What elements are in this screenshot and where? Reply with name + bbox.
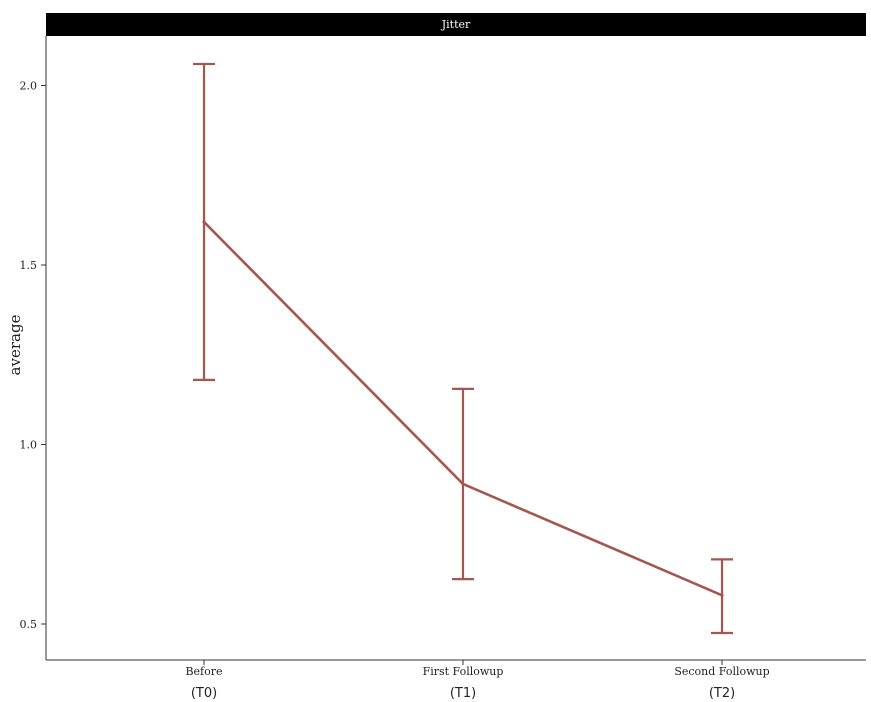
y-tick-label: 2.0 [20,80,38,93]
series-lines [202,220,724,597]
error-bars [193,62,733,635]
panel-strip [46,13,866,36]
panel-title: Jitter [441,18,471,31]
x-tick-code: (T2) [709,686,735,701]
x-axis-ticks: Before (T0) First Followup (T1) Second Follo… [185,660,770,701]
data-point [202,220,206,224]
x-tick-code: (T1) [450,686,476,701]
y-axis-title: average [6,314,24,375]
data-point [461,482,465,486]
x-tick-label: Second Followup [674,665,769,678]
x-tick-label: First Followup [423,665,504,678]
y-tick-label: 1.5 [20,259,38,272]
y-axis-ticks: 0.5 1.0 1.5 2.0 [20,80,46,631]
y-tick-label: 1.0 [20,439,38,452]
y-tick-label: 0.5 [20,618,38,631]
x-tick-label: Before [185,665,222,678]
data-point [720,593,724,597]
x-tick-code: (T0) [191,686,217,701]
